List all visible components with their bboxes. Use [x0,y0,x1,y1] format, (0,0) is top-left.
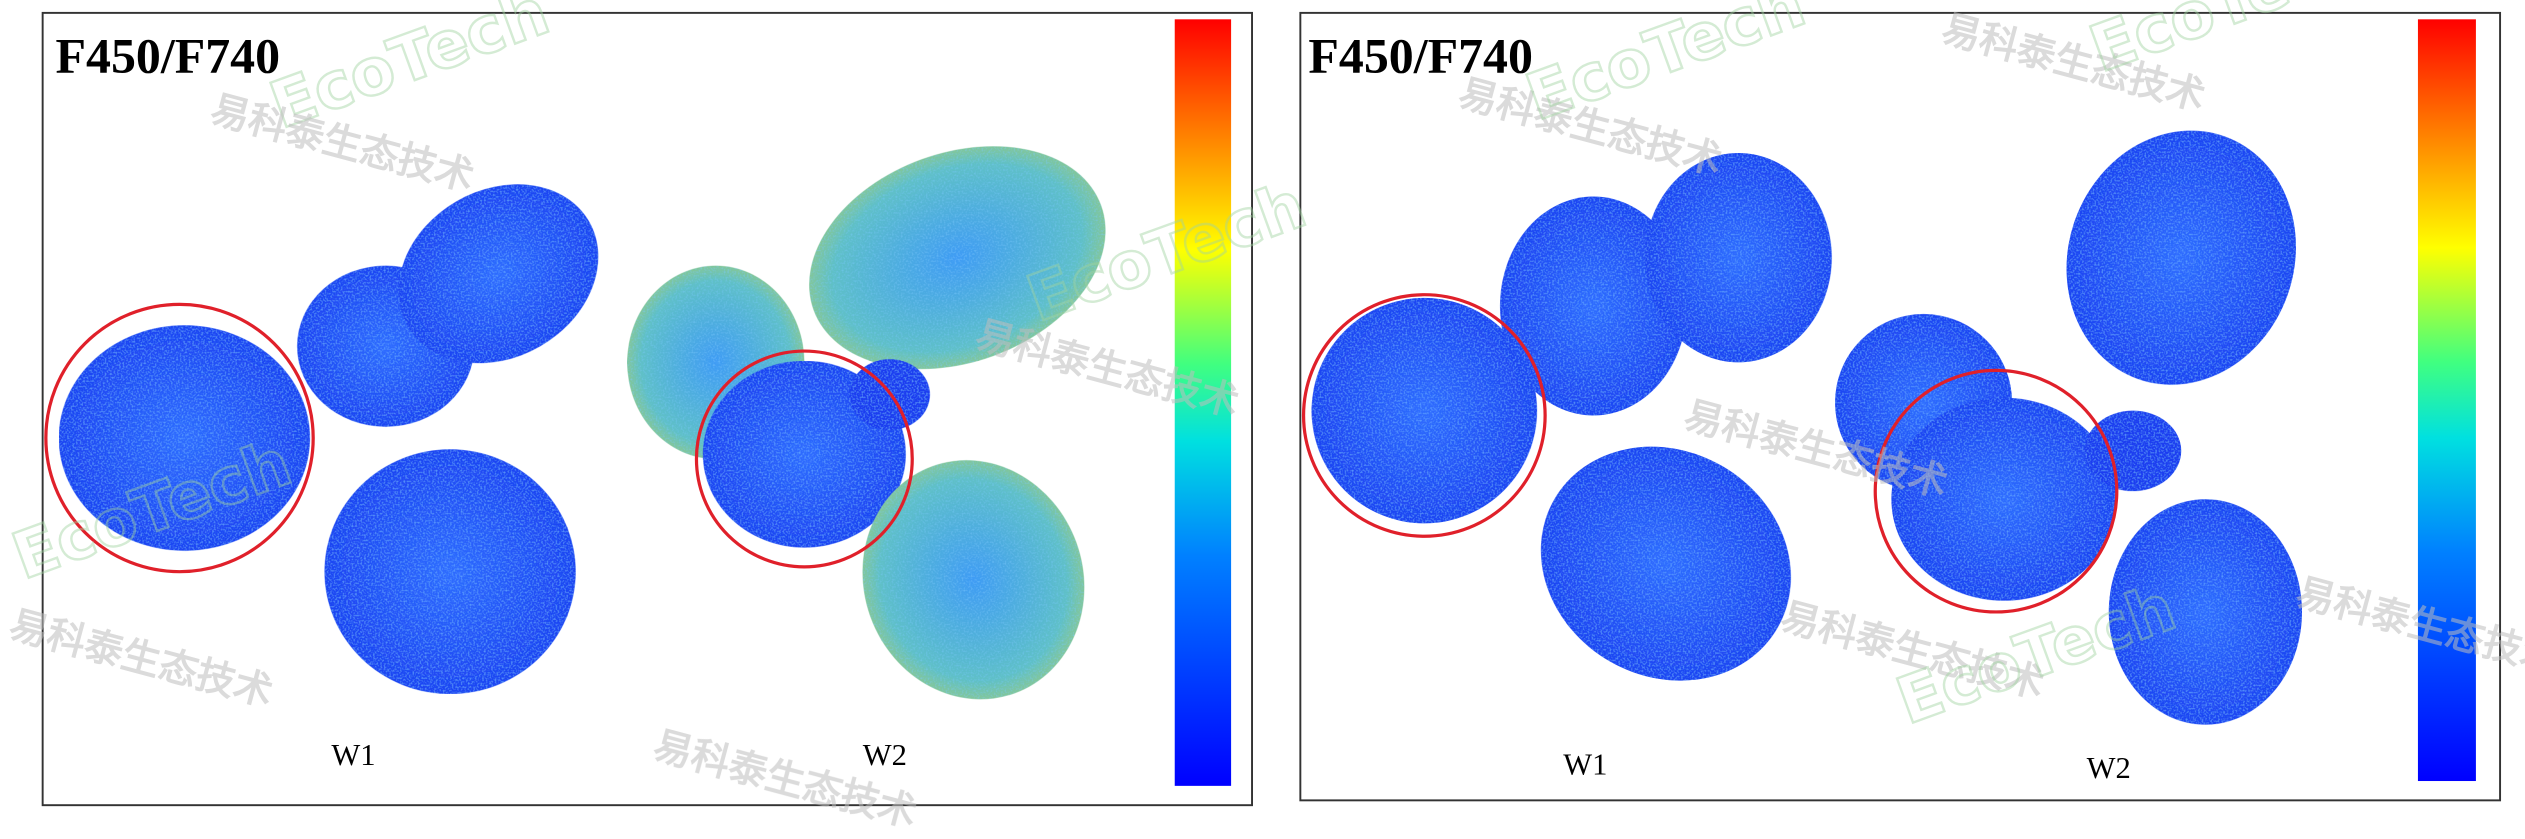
highlight-circle [44,302,315,574]
colorbar [2417,19,2476,782]
plant-label: W1 [1563,748,1607,782]
plant-image [1311,130,2302,725]
panel: F450/F740 W1 W2 [1299,11,2502,802]
highlight-circle [694,349,914,569]
highlight-circle [1301,293,1547,538]
plant-image [58,146,1106,700]
plant-label: W1 [331,738,375,772]
plant-label: W2 [2087,751,2131,785]
panel-title: F450/F740 [56,28,281,83]
panel-title: F450/F740 [1308,28,1533,83]
colorbar [1174,19,1232,786]
panel: F450/F740 W1 W2 [41,11,1253,807]
highlight-circle [1873,368,2119,614]
plant-label: W2 [863,738,907,772]
